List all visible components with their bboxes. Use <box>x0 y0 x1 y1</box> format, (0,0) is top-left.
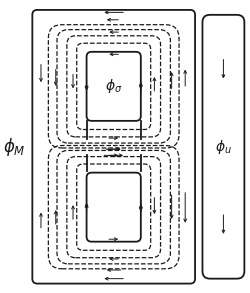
Text: $\phi_M$: $\phi_M$ <box>2 135 25 158</box>
Text: $\phi_u$: $\phi_u$ <box>215 137 232 156</box>
Text: $\phi_\sigma$: $\phi_\sigma$ <box>105 77 122 95</box>
